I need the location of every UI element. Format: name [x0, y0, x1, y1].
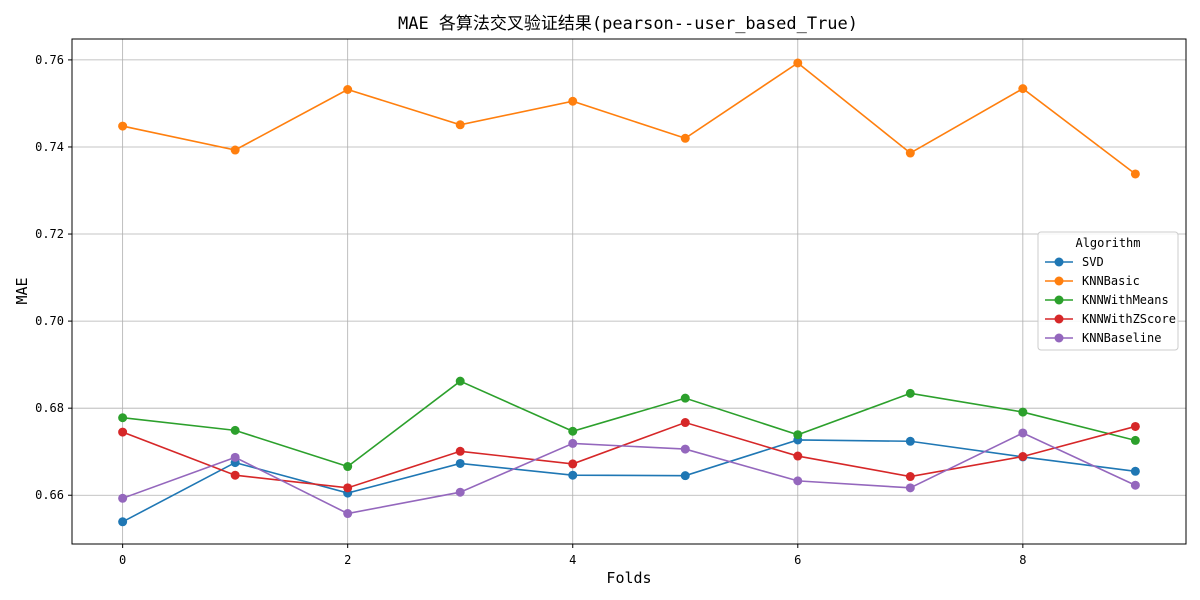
data-point [1018, 407, 1028, 417]
data-point [1130, 480, 1140, 490]
data-point [905, 472, 915, 482]
legend-label: KNNBaseline [1082, 331, 1161, 345]
data-point [568, 438, 578, 448]
y-tick-label: 0.70 [35, 314, 64, 328]
data-point [1018, 451, 1028, 461]
y-tick-label: 0.68 [35, 401, 64, 415]
data-point [1018, 428, 1028, 438]
legend-label: KNNWithMeans [1082, 293, 1169, 307]
data-point [568, 470, 578, 480]
data-point [793, 430, 803, 440]
legend-label: KNNBasic [1082, 274, 1140, 288]
data-point [1130, 421, 1140, 431]
legend-item-knnbasic: KNNBasic [1045, 274, 1140, 288]
data-point [343, 85, 353, 94]
data-point [793, 451, 803, 461]
series-knnwithmeans [118, 376, 1140, 472]
y-tick-label: 0.72 [35, 227, 64, 241]
legend: Algorithm SVD KNNBasic KNNWithMeans KNNWith… [1037, 231, 1179, 351]
y-tick-label: 0.66 [35, 488, 64, 502]
legend-marker [1054, 333, 1064, 343]
series-knnbaseline [118, 428, 1140, 519]
data-point [118, 121, 128, 131]
data-point [905, 148, 915, 158]
data-point [680, 393, 690, 403]
x-tick-label: 0 [119, 553, 126, 567]
data-point [118, 493, 128, 503]
x-tick-label: 6 [794, 553, 801, 567]
data-point [230, 425, 240, 435]
data-point [905, 436, 915, 446]
series-line [122, 421, 1136, 489]
legend-item-knnwithzscore: KNNWithZScore [1045, 312, 1176, 326]
data-point [568, 459, 578, 469]
data-point [1018, 84, 1028, 94]
series-layer [118, 58, 1140, 527]
x-tick-label: 8 [1019, 553, 1026, 567]
data-point [455, 376, 465, 386]
series-line [122, 432, 1136, 515]
legend-marker [1054, 295, 1064, 305]
legend-marker [1054, 276, 1064, 286]
data-point [1130, 435, 1140, 445]
data-point [343, 462, 353, 472]
series-line [122, 380, 1136, 468]
data-point [1130, 466, 1140, 476]
data-point [455, 446, 465, 456]
x-tick-label: 4 [569, 553, 576, 567]
y-tick-label: 0.74 [35, 140, 64, 154]
legend-marker [1054, 314, 1064, 324]
plot-area-frame [71, 38, 1187, 545]
data-point [455, 120, 465, 130]
legend-marker [1054, 257, 1064, 267]
legend-label: SVD [1082, 255, 1104, 269]
legend-item-knnwithmeans: KNNWithMeans [1045, 293, 1169, 307]
data-point [118, 413, 128, 423]
y-axis-label: MAE [13, 277, 31, 304]
data-point [905, 483, 915, 493]
x-tick-label: 2 [344, 553, 351, 567]
axis-ticks: 0 2 4 6 8 0.66 0.68 0.70 0.72 0.74 0.76 [35, 53, 1026, 567]
data-point [680, 444, 690, 454]
data-point [118, 517, 128, 527]
data-point [680, 133, 690, 143]
series-knnbasic [118, 58, 1140, 179]
data-point [568, 426, 578, 436]
data-point [905, 388, 915, 398]
data-point [230, 145, 240, 155]
data-point [343, 483, 353, 493]
data-point [455, 487, 465, 497]
series-knnwithzscore [118, 418, 1140, 493]
series-line [122, 61, 1136, 175]
data-point [793, 476, 803, 486]
data-point [230, 470, 240, 480]
data-point [230, 452, 240, 462]
data-point [455, 458, 465, 468]
data-point [1130, 169, 1140, 179]
chart-title: MAE 各算法交叉验证结果(pearson--user_based_True) [398, 14, 858, 34]
legend-label: KNNWithZScore [1082, 312, 1176, 326]
data-point [680, 418, 690, 428]
y-tick-label: 0.76 [35, 53, 64, 67]
data-point [118, 427, 128, 437]
legend-item-svd: SVD [1045, 255, 1104, 269]
x-axis-label: Folds [606, 569, 651, 587]
data-point [568, 96, 578, 106]
data-point [343, 509, 353, 519]
series-line [122, 439, 1136, 523]
legend-title: Algorithm [1075, 236, 1140, 250]
data-point [680, 471, 690, 481]
data-point [793, 58, 803, 68]
legend-item-knnbaseline: KNNBaseline [1045, 331, 1161, 345]
